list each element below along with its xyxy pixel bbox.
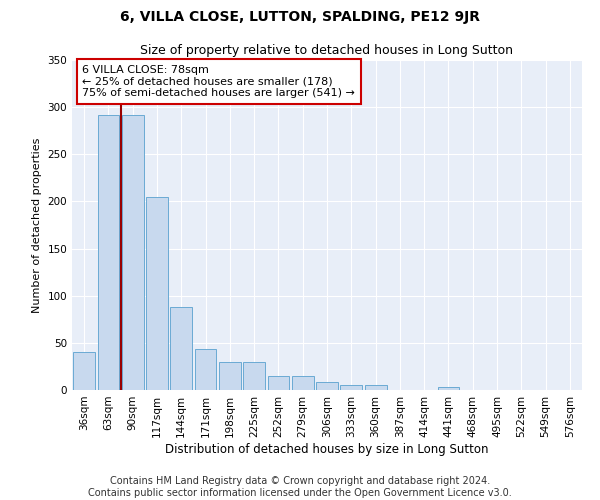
Bar [219, 362, 241, 390]
Bar [73, 352, 95, 390]
Y-axis label: Number of detached properties: Number of detached properties [32, 138, 42, 312]
Bar [122, 114, 143, 390]
Bar [292, 376, 314, 390]
Text: Contains HM Land Registry data © Crown copyright and database right 2024.
Contai: Contains HM Land Registry data © Crown c… [88, 476, 512, 498]
Text: 6, VILLA CLOSE, LUTTON, SPALDING, PE12 9JR: 6, VILLA CLOSE, LUTTON, SPALDING, PE12 9… [120, 10, 480, 24]
Bar [97, 114, 119, 390]
Bar [437, 387, 460, 390]
Bar [194, 350, 217, 390]
Bar [268, 376, 289, 390]
Bar [365, 386, 386, 390]
Text: 6 VILLA CLOSE: 78sqm
← 25% of detached houses are smaller (178)
75% of semi-deta: 6 VILLA CLOSE: 78sqm ← 25% of detached h… [82, 65, 355, 98]
Bar [316, 382, 338, 390]
Bar [146, 196, 168, 390]
Bar [170, 307, 192, 390]
Title: Size of property relative to detached houses in Long Sutton: Size of property relative to detached ho… [140, 44, 514, 58]
Bar [340, 386, 362, 390]
Bar [243, 362, 265, 390]
X-axis label: Distribution of detached houses by size in Long Sutton: Distribution of detached houses by size … [165, 442, 489, 456]
